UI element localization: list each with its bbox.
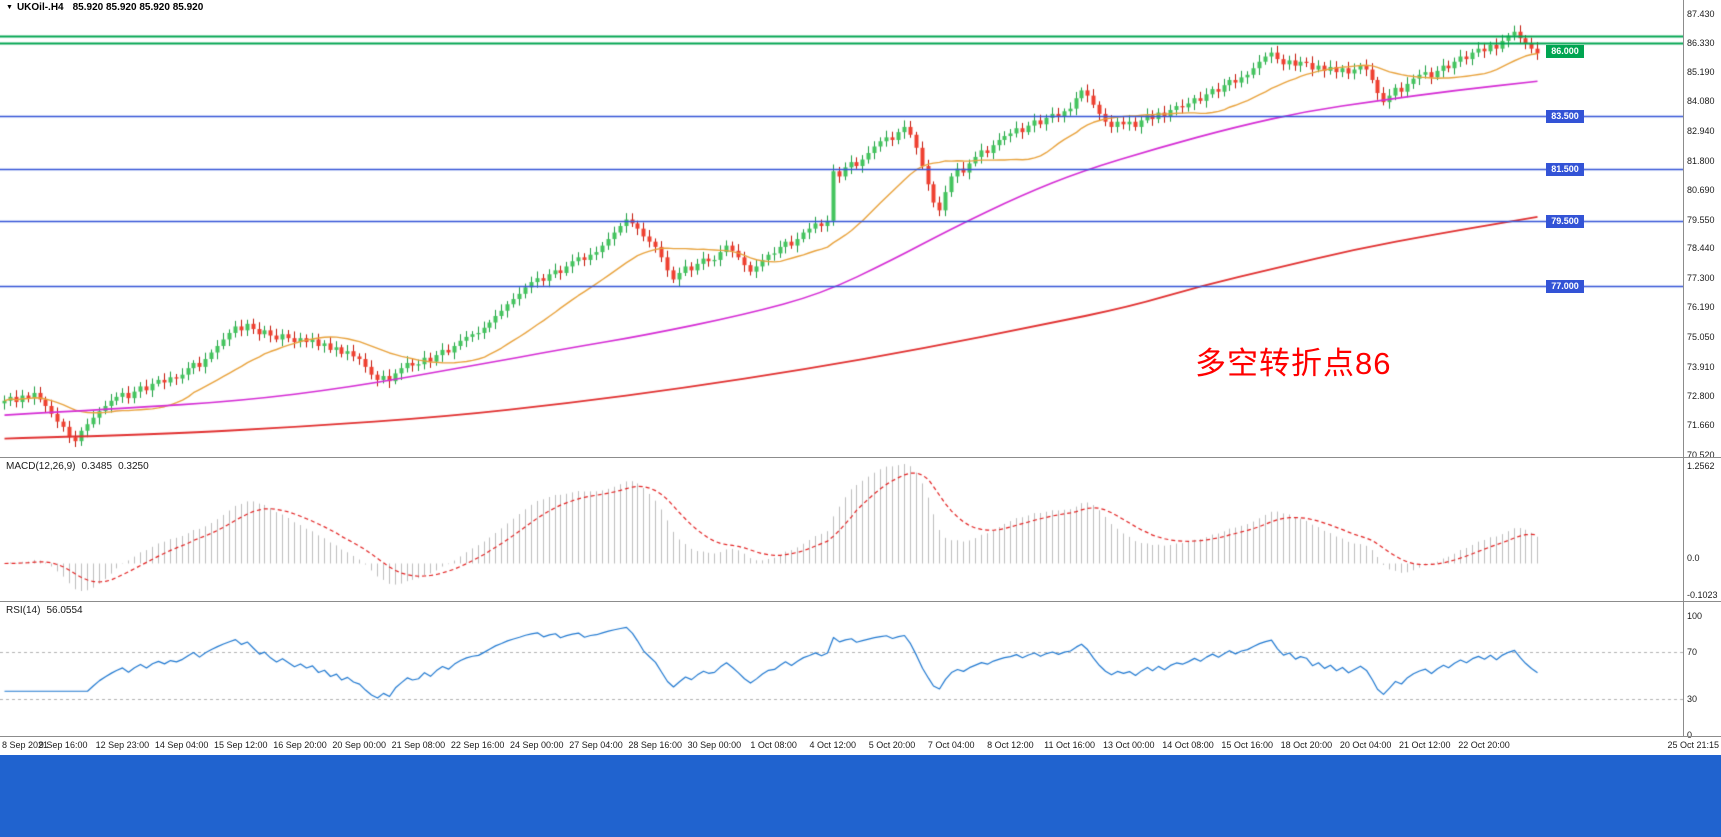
time-axis-label: 14 Oct 08:00 <box>1162 740 1214 750</box>
time-axis-label: 15 Sep 12:00 <box>214 740 268 750</box>
price-axis-label: 71.660 <box>1687 420 1715 431</box>
macd-value-main: 0.3485 <box>81 461 113 472</box>
price-axis-label: 75.050 <box>1687 331 1715 342</box>
axis-separator <box>1683 0 1684 736</box>
rsi-axis-label: 0 <box>1687 730 1693 740</box>
macd-axis-label: 1.2562 <box>1687 461 1715 471</box>
price-chart-canvas[interactable] <box>0 0 1683 457</box>
time-axis-label: 5 Oct 20:00 <box>868 740 916 750</box>
time-axis-label: 28 Sep 16:00 <box>628 740 682 750</box>
time-axis-label: 22 Sep 16:00 <box>450 740 505 750</box>
symbol-timeframe-label: UKOil-.H4 <box>16 2 64 13</box>
rsi-axis-label: 70 <box>1687 646 1698 657</box>
panel-separator <box>0 736 1721 737</box>
price-axis-label: 73.910 <box>1687 361 1715 372</box>
rsi-name: RSI(14) <box>6 605 41 616</box>
price-tag: 79.500 <box>1546 214 1584 228</box>
price-axis-label: 79.550 <box>1687 214 1715 225</box>
time-axis-label: 24 Sep 00:00 <box>510 740 564 750</box>
price-axis-label: 80.690 <box>1687 184 1715 195</box>
price-tag: 77.000 <box>1546 280 1584 293</box>
time-axis-label: 9 Sep 16:00 <box>38 740 88 750</box>
chart-annotation: 多空转折点86 <box>1195 346 1392 381</box>
macd-name: MACD(12,26,9) <box>6 461 76 472</box>
time-axis-label: 22 Oct 20:00 <box>1458 740 1510 750</box>
price-axis-label: 78.440 <box>1687 243 1715 254</box>
price-tag: 81.500 <box>1546 162 1584 176</box>
time-axis-label: 20 Oct 04:00 <box>1339 740 1392 750</box>
time-axis-label: 27 Sep 04:00 <box>569 740 623 750</box>
rsi-value: 56.0554 <box>46 605 83 616</box>
macd-value-signal: 0.3250 <box>118 461 149 472</box>
time-axis-label: 1 Oct 08:00 <box>750 740 797 750</box>
time-axis-label: 4 Oct 12:00 <box>809 740 857 750</box>
time-axis-label: 14 Sep 04:00 <box>154 740 209 750</box>
macd-chart-canvas[interactable] <box>0 458 1683 601</box>
price-axis-label: 77.300 <box>1687 273 1715 284</box>
chart-title: ▼ UKOil-.H4 85.920 85.920 85.920 85.920 <box>6 2 203 13</box>
time-axis-label: 16 Sep 20:00 <box>273 740 327 750</box>
time-axis-label: 8 Sep 2021 <box>2 740 49 750</box>
price-axis-label: 85.190 <box>1687 67 1715 78</box>
price-tag: 83.500 <box>1546 110 1584 124</box>
rsi-chart-canvas[interactable] <box>0 602 1683 736</box>
panel-separator[interactable] <box>0 457 1721 458</box>
ohlc-values: 85.920 85.920 85.920 85.920 <box>72 2 204 13</box>
price-axis-label: 87.430 <box>1687 9 1715 19</box>
time-axis-label: 15 Oct 16:00 <box>1221 740 1273 750</box>
price-tag: 86.000 <box>1546 45 1584 59</box>
macd-axis-label: -0.1023 <box>1687 590 1718 600</box>
price-axis-label: 82.940 <box>1687 126 1715 137</box>
time-axis-label: 13 Oct 00:00 <box>1103 740 1155 750</box>
symbol-dropdown-icon[interactable]: ▼ <box>6 4 13 11</box>
rsi-axis-label: 100 <box>1687 611 1703 621</box>
rsi-axis-label: 30 <box>1687 694 1698 705</box>
price-axis-label: 76.190 <box>1687 302 1715 313</box>
time-axis-label: 30 Sep 00:00 <box>687 740 742 750</box>
time-axis-label: 20 Sep 00:00 <box>332 740 386 750</box>
time-axis-label: 7 Oct 04:00 <box>927 740 975 750</box>
price-axis-label: 86.330 <box>1687 37 1715 48</box>
time-axis-label: 18 Oct 20:00 <box>1280 740 1333 750</box>
bottom-blue-band <box>0 755 1721 837</box>
macd-axis-label: 0.0 <box>1687 552 1700 563</box>
time-axis-label: 8 Oct 12:00 <box>987 740 1034 750</box>
time-axis-label: 21 Oct 12:00 <box>1399 740 1451 750</box>
time-axis-label: 12 Sep 23:00 <box>95 740 150 750</box>
macd-indicator-label: MACD(12,26,9) 0.3485 0.3250 <box>6 461 155 472</box>
price-axis-label: 81.800 <box>1687 155 1715 166</box>
time-axis-label: 11 Oct 16:00 <box>1044 740 1096 750</box>
rsi-indicator-label: RSI(14) 56.0554 <box>6 605 89 616</box>
price-axis-label: 72.800 <box>1687 390 1715 401</box>
price-axis-label: 70.520 <box>1687 450 1715 460</box>
time-axis-label: 25 Oct 21:15 <box>1667 740 1719 750</box>
price-axis-label: 84.080 <box>1687 96 1715 107</box>
panel-separator[interactable] <box>0 601 1721 602</box>
time-axis-label: 21 Sep 08:00 <box>391 740 446 750</box>
